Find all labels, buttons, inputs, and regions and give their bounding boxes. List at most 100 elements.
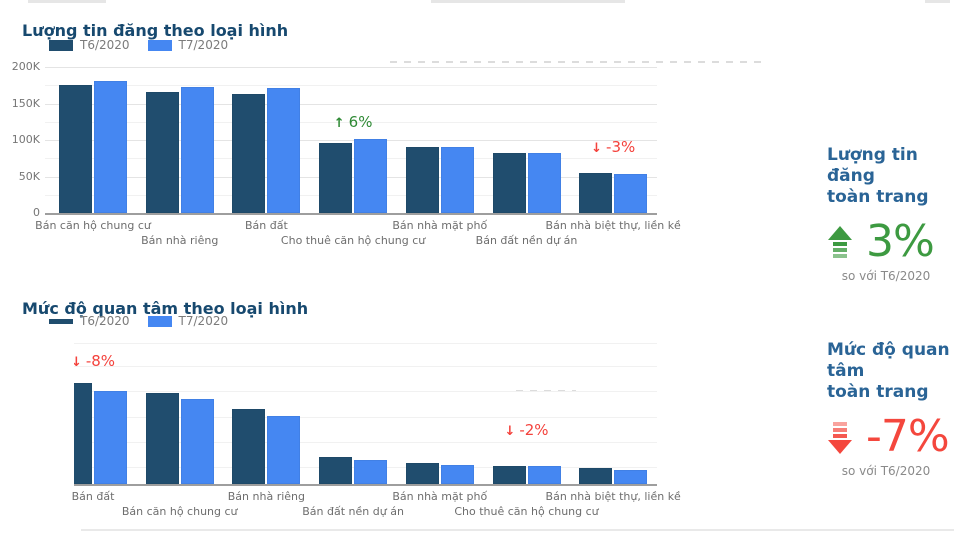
y-axis-tick: 200K [11, 60, 40, 73]
x-axis-line [74, 484, 657, 486]
trend-up-icon [827, 226, 853, 258]
bar-T7/2020[interactable] [440, 146, 474, 213]
bar-T6/2020[interactable] [319, 142, 353, 213]
bar-T7/2020[interactable] [440, 464, 474, 484]
y-axis-tick: 100K [11, 133, 40, 146]
category-label: Cho thuê căn hộ chung cư [454, 505, 599, 518]
listings-chart-title: Lượng tin đăng theo loại hình [22, 21, 289, 41]
legend-label: T6/2020 [80, 38, 130, 52]
category-label: Bán nhà biệt thự, liền kề [545, 490, 681, 503]
category-label: Bán đất [244, 219, 288, 232]
bar-T6/2020[interactable] [319, 456, 353, 484]
category-label: Bán nhà mặt phố [392, 219, 488, 232]
bar-T7/2020[interactable] [354, 139, 388, 213]
legend-item-t6[interactable]: T6/2020 [49, 314, 130, 328]
listings-chart-legend: T6/2020 T7/2020 [49, 38, 228, 52]
bar-T6/2020[interactable] [74, 383, 92, 484]
bar-T7/2020[interactable] [614, 174, 648, 213]
bar-T7/2020[interactable] [180, 86, 214, 213]
panel-title-line1: Lượng tin đăng [827, 145, 918, 186]
legend-label: T6/2020 [80, 314, 130, 328]
metric-caption: so với T6/2020 [841, 269, 931, 283]
category-label: Bán căn hộ chung cư [35, 219, 151, 232]
bar-T6/2020[interactable] [405, 147, 439, 213]
bar-T7/2020[interactable] [614, 469, 648, 484]
category-label: Cho thuê căn hộ chung cư [280, 234, 426, 247]
cropped-artifact [28, 0, 106, 3]
gridline [74, 366, 657, 368]
category-label: Bán đất nền dự án [475, 234, 578, 247]
trend-down-icon [827, 420, 853, 454]
bar-T7/2020[interactable] [267, 88, 301, 213]
panel-title-line1: Mức độ quan tâm [827, 340, 950, 381]
dashed-line-artifact [516, 390, 576, 392]
y-axis-tick: 0 [33, 206, 40, 219]
legend-label: T7/2020 [178, 314, 229, 328]
category-label: Bán nhà biệt thự, liền kề [545, 219, 681, 232]
summary-panel-interest: Mức độ quan tâm toàn trang -7% so với T6… [827, 340, 955, 478]
annotation-text: 6% [348, 113, 373, 132]
summary-panel-listings: Lượng tin đăng toàn trang 3% so với T6/2… [827, 145, 955, 283]
listings-chart-plot: ↑ 6% ↓ -3% [45, 67, 657, 213]
annotation-text: -8% [85, 352, 116, 371]
change-annotation: ↑ 6% [333, 113, 373, 132]
annotation-text: -2% [519, 420, 549, 439]
metric-value: 3% [866, 216, 935, 267]
change-annotation: ↓ -3% [591, 139, 635, 156]
panel-title: Mức độ quan tâm toàn trang [827, 340, 955, 403]
bottom-divider [81, 529, 954, 531]
legend-item-t7[interactable]: T7/2020 [147, 314, 229, 328]
metric-row: -7% [827, 415, 955, 459]
gridline [74, 391, 657, 393]
category-label: Bán nhà mặt phố [392, 490, 488, 503]
interest-chart-legend: T6/2020 T7/2020 [49, 314, 228, 328]
bar-T6/2020[interactable] [405, 462, 439, 484]
legend-item-t7[interactable]: T7/2020 [147, 38, 229, 52]
t6-series-swatch-icon [49, 39, 73, 51]
trend-down-icon: ↓ [74, 355, 82, 371]
bar-T7/2020[interactable] [94, 80, 127, 213]
metric-row: 3% [827, 220, 955, 264]
metric-value: -7% [866, 411, 950, 462]
change-annotation: ↓ -2% [504, 420, 549, 439]
trend-down-icon: ↓ [591, 140, 603, 156]
bar-T6/2020[interactable] [145, 393, 179, 484]
bar-T6/2020[interactable] [492, 465, 526, 484]
cropped-artifact [925, 0, 950, 3]
bar-T6/2020[interactable] [579, 172, 613, 213]
t7-series-swatch-icon [147, 39, 172, 51]
category-label: Bán nhà riêng [227, 490, 306, 503]
y-axis-tick: 150K [11, 96, 40, 110]
bar-T6/2020[interactable] [579, 467, 613, 484]
interest-chart-title: Mức độ quan tâm theo loại hình [22, 299, 309, 319]
bar-T6/2020[interactable] [232, 94, 266, 213]
bar-T6/2020[interactable] [59, 85, 92, 213]
t6-series-swatch-icon [49, 318, 73, 324]
bar-T7/2020[interactable] [180, 399, 214, 484]
category-label: Bán đất nền dự án [302, 505, 404, 518]
bar-T7/2020[interactable] [527, 465, 561, 484]
gridline [45, 121, 657, 123]
bar-T7/2020[interactable] [527, 153, 561, 213]
gridline [45, 103, 657, 105]
bar-T6/2020[interactable] [145, 91, 179, 213]
bar-T6/2020[interactable] [492, 153, 526, 213]
legend-label: T7/2020 [178, 38, 229, 52]
interest-chart-plot: ↓ -8% ↓ -2% [74, 343, 657, 484]
category-label: Bán đất [71, 490, 115, 503]
trend-up-icon: ↑ [333, 116, 345, 132]
dashed-line-artifact [390, 61, 763, 63]
gridline [45, 140, 657, 141]
bar-T7/2020[interactable] [354, 459, 388, 484]
gridline [45, 85, 657, 87]
trend-down-icon: ↓ [504, 423, 516, 439]
panel-title-line2: toàn trang [827, 187, 929, 207]
cropped-artifact [431, 0, 625, 3]
y-axis-tick: 50K [18, 169, 40, 183]
bar-T7/2020[interactable] [267, 415, 301, 484]
legend-item-t6[interactable]: T6/2020 [49, 38, 130, 52]
bar-T6/2020[interactable] [232, 409, 266, 484]
category-label: Bán nhà riêng [141, 234, 219, 247]
bar-T7/2020[interactable] [94, 391, 127, 484]
